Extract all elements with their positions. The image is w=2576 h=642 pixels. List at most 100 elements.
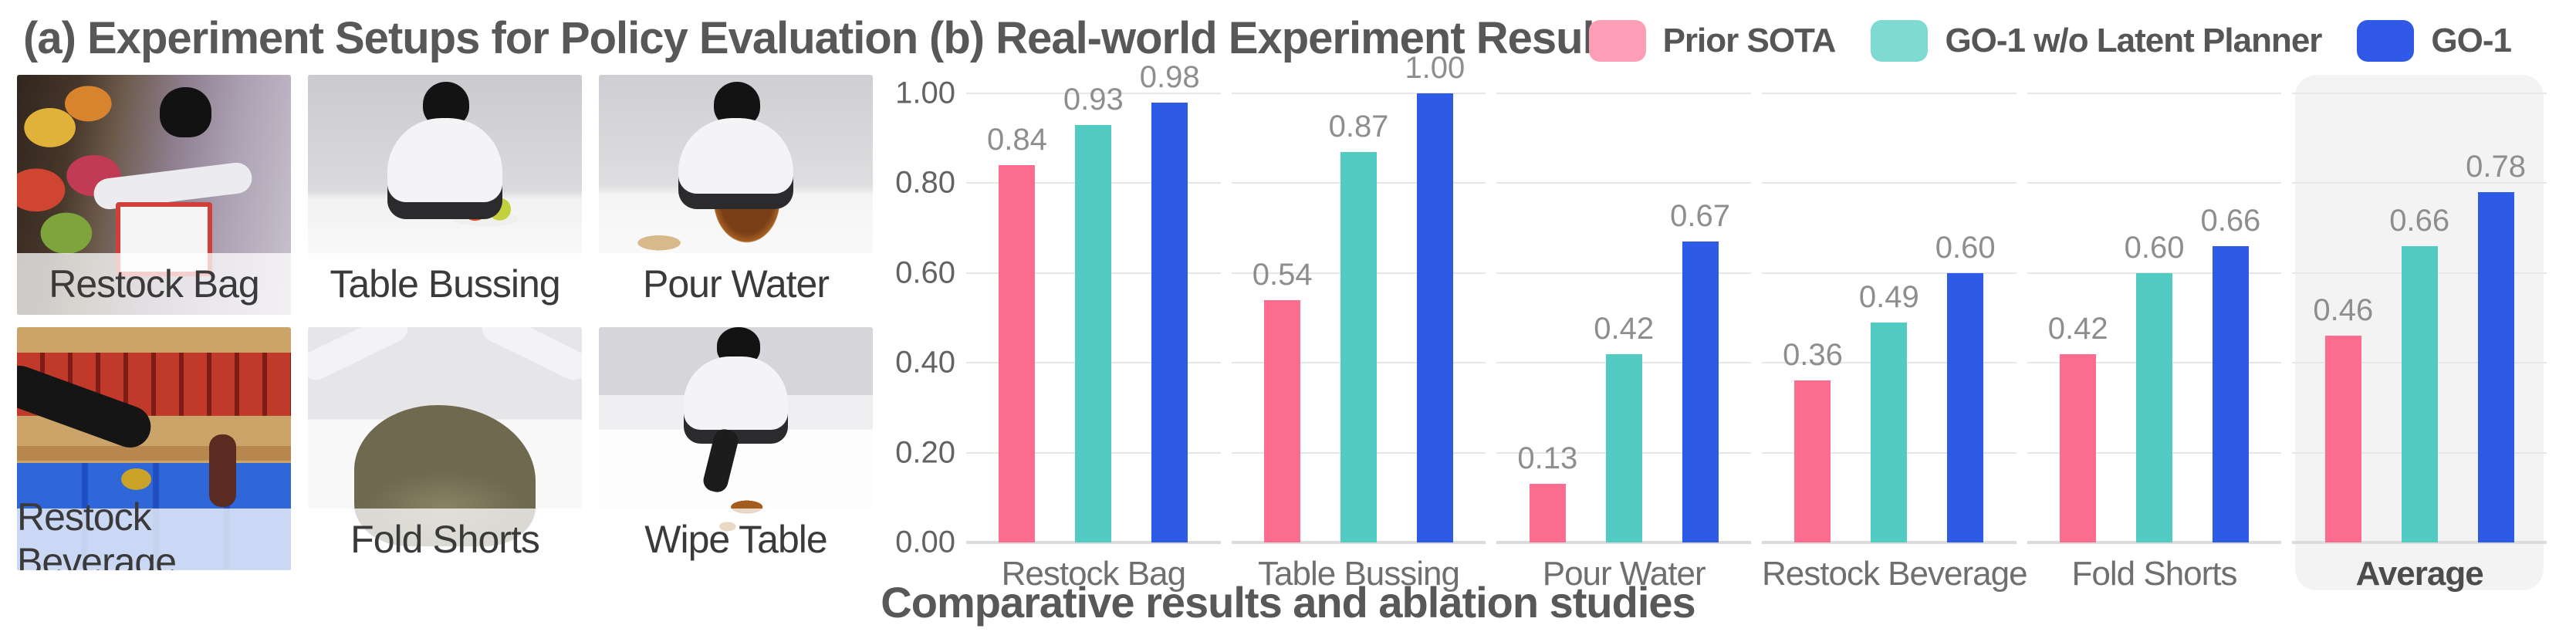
legend-item-go-1: GO-1: [2357, 20, 2512, 62]
bar-rect: [2212, 246, 2249, 542]
bar-prior-sota-fold-shorts: 0.42: [2048, 312, 2108, 542]
photo-tile-fold-shorts: Fold Shorts: [308, 327, 582, 570]
gridline: [1762, 93, 2017, 94]
bar-rect: [1605, 354, 1642, 542]
x-axis-line: [2292, 541, 2547, 544]
bar-value-label: 0.93: [1063, 83, 1124, 117]
photo-shape: [120, 468, 151, 491]
bar-rect: [999, 165, 1036, 542]
photo-tile-restock-bag: Restock Bag: [17, 75, 291, 315]
bar-rect: [1682, 242, 1719, 542]
bar-rect: [2136, 273, 2173, 542]
bar-rect: [1075, 125, 1112, 542]
category-label-fold-shorts: Fold Shorts: [2071, 555, 2238, 593]
legend-swatch-go-1: [2357, 20, 2415, 62]
bar-rect: [1416, 93, 1453, 542]
photo-shape: [17, 359, 157, 453]
bar-value-label: 0.54: [1252, 258, 1313, 292]
category-label-average: Average: [2355, 555, 2484, 593]
bar-value-label: 0.42: [1594, 312, 1655, 346]
gridline: [2292, 93, 2547, 94]
category-label-restock-bag: Restock Bag: [1001, 555, 1186, 593]
bar-value-label: 0.46: [2313, 293, 2374, 327]
bar-value-label: 0.13: [1517, 441, 1578, 475]
gridline: [1762, 272, 2017, 274]
facet-restock-bag: 0.84 0.93 0.98 Restock Bag: [966, 60, 1221, 593]
bar-group-restock-beverage: 0.36 0.49 0.60: [1762, 231, 2017, 542]
photo-shape: [477, 327, 582, 385]
legend-item-prior-sota: Prior SOTA: [1588, 20, 1837, 62]
bar-rect: [1529, 484, 1566, 542]
bar-value-label: 1.00: [1405, 51, 1465, 85]
y-tick-0.80: 0.80: [895, 165, 955, 200]
photo-label: Table Bussing: [308, 253, 582, 315]
gridline: [1496, 272, 1752, 274]
bar-value-label: 0.87: [1328, 110, 1389, 144]
bar-group-pour-water: 0.13 0.42 0.67: [1496, 199, 1751, 542]
bar-go-1-w-o-latent-planner-pour-water: 0.42: [1594, 312, 1654, 542]
photo-label: Restock Bag: [17, 253, 291, 315]
figure-caption: Comparative results and ablation studies: [881, 578, 1695, 627]
bar-rect: [1871, 323, 1908, 542]
gridline: [2292, 182, 2547, 184]
x-axis-line: [2027, 541, 2282, 544]
gridline: [2027, 272, 2282, 274]
bar-value-label: 0.66: [2389, 204, 2450, 238]
bar-value-label: 0.60: [1935, 231, 1996, 265]
bar-go-1-w-o-latent-planner-average: 0.66: [2389, 204, 2449, 542]
photo-tile-wipe-table: Wipe Table: [599, 327, 873, 570]
bar-go-1-restock-bag: 0.98: [1140, 60, 1200, 542]
photo-shape: [387, 117, 503, 219]
facet-table-bussing: 0.54 0.87 1.00 Table Bussing: [1231, 51, 1486, 593]
y-tick-0.60: 0.60: [895, 255, 955, 290]
photo-shape: [684, 356, 788, 444]
bar-prior-sota-restock-beverage: 0.36: [1783, 338, 1843, 542]
x-axis-line: [1496, 541, 1752, 544]
bar-go-1-pour-water: 0.67: [1670, 199, 1730, 542]
bar-value-label: 0.78: [2466, 150, 2526, 184]
legend-label-prior-sota: Prior SOTA: [1662, 22, 1837, 59]
bar-value-label: 0.60: [2124, 231, 2185, 265]
facet-average: 0.46 0.66 0.78 Average: [2292, 75, 2547, 593]
legend-swatch-go-1-w-o-latent-planner: [1871, 20, 1929, 62]
photo-tile-restock-beverage: Restock Beverage: [17, 327, 291, 570]
photo-label: Fold Shorts: [308, 509, 582, 570]
x-axis-line: [1231, 541, 1486, 544]
bar-value-label: 0.49: [1858, 280, 1919, 314]
gridline: [1496, 93, 1752, 94]
panel-b-title: (b) Real-world Experiment Results: [929, 13, 1633, 63]
bar-value-label: 0.98: [1139, 60, 1200, 94]
bar-value-label: 0.67: [1670, 199, 1730, 233]
category-label-restock-beverage: Restock Beverage: [1762, 555, 2028, 593]
legend-label-go-1: GO-1: [2431, 22, 2512, 59]
bar-prior-sota-pour-water: 0.13: [1517, 441, 1577, 542]
y-tick-0.00: 0.00: [895, 525, 955, 559]
bar-go-1-table-bussing: 1.00: [1405, 51, 1465, 542]
photo-tile-pour-water: Pour Water: [599, 75, 873, 315]
gridline: [2027, 93, 2282, 94]
bar-rect: [1947, 273, 1984, 542]
bar-value-label: 0.84: [987, 123, 1047, 157]
category-label-pour-water: Pour Water: [1542, 555, 1706, 593]
x-axis-line: [966, 541, 1221, 544]
bar-rect: [1340, 152, 1377, 542]
photo-shape: [308, 327, 413, 385]
bar-prior-sota-average: 0.46: [2313, 293, 2373, 542]
bar-value-label: 0.42: [2047, 312, 2108, 346]
legend: Prior SOTA GO-1 w/o Latent Planner GO-1: [1588, 20, 2512, 62]
photo-label: Restock Beverage: [17, 495, 291, 570]
photo-shape: [208, 434, 236, 508]
x-axis-line: [1762, 541, 2017, 544]
experiment-setups-grid: Restock Bag Table Bussing Pour Water Restoc…: [17, 75, 873, 570]
bar-group-restock-bag: 0.84 0.93 0.98: [966, 60, 1221, 542]
bar-go-1-w-o-latent-planner-table-bussing: 0.87: [1328, 110, 1389, 542]
bar-chart: 0.84 0.93 0.98 Restock Bag 0.54 0.87 1.00 Table…: [966, 51, 2547, 593]
bar-go-1-fold-shorts: 0.66: [2200, 204, 2260, 542]
facet-fold-shorts: 0.42 0.60 0.66 Fold Shorts: [2027, 93, 2282, 593]
bar-go-1-average: 0.78: [2466, 150, 2526, 542]
y-axis: 0.00 0.20 0.40 0.60 0.80 1.00: [772, 76, 955, 559]
gridline: [1231, 93, 1486, 94]
legend-item-go-1-w-o-latent-planner: GO-1 w/o Latent Planner: [1871, 20, 2322, 62]
y-tick-0.40: 0.40: [895, 345, 955, 380]
bar-value-label: 0.66: [2200, 204, 2261, 238]
